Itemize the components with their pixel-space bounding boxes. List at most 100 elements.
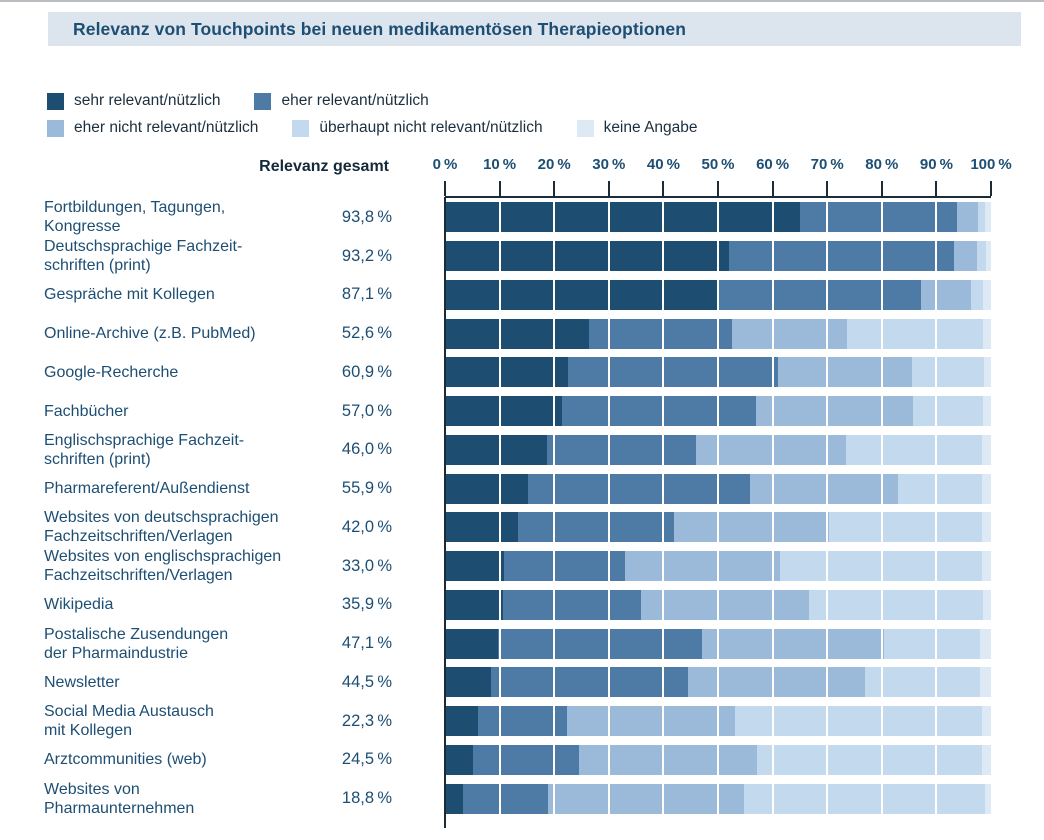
stacked-bar xyxy=(445,241,991,272)
gridline xyxy=(935,473,938,504)
bar-segment xyxy=(445,396,563,427)
gridline xyxy=(880,434,883,465)
gridline xyxy=(826,434,829,465)
gridline xyxy=(717,396,719,427)
gridline xyxy=(771,783,774,814)
gridline xyxy=(662,783,665,814)
chart-legend: sehr relevant/nützlich eher relevant/nütz… xyxy=(47,90,698,144)
category-label: Deutschsprachige Fachzeit- schriften (pr… xyxy=(44,238,243,275)
gridline xyxy=(717,241,719,272)
gridline xyxy=(935,628,938,659)
bar-segment xyxy=(445,551,504,582)
category-label: Websites von englischsprachigen Fachzeit… xyxy=(44,548,282,585)
gridline xyxy=(498,396,501,427)
gridline xyxy=(553,202,556,233)
gridline xyxy=(553,628,556,659)
table-row: Online-Archive (z.B. PubMed) 52,6 % xyxy=(44,314,1036,353)
relevanz-gesamt-value: 18,8 % xyxy=(341,789,392,808)
x-axis-tick-label: 30 % xyxy=(592,156,626,173)
category-label: Wikipedia xyxy=(44,596,114,614)
bar-segment xyxy=(982,318,991,349)
legend-item: überhaupt nicht relevant/nützlich xyxy=(292,119,543,137)
title-band: Relevanz von Touchpoints bei neuen medik… xyxy=(48,12,1021,46)
bar-segment xyxy=(445,628,498,659)
gridline xyxy=(717,744,719,775)
page-title: Relevanz von Touchpoints bei neuen medik… xyxy=(73,18,687,39)
legend-item: eher nicht relevant/nützlich xyxy=(47,119,258,137)
bar-segment xyxy=(980,667,991,698)
stacked-bar xyxy=(445,706,991,737)
bar-segment xyxy=(982,279,991,310)
category-label: Englischsprachige Fachzeit- schriften (p… xyxy=(44,431,245,468)
gridline xyxy=(553,357,556,388)
gridline xyxy=(880,589,883,620)
gridline xyxy=(771,396,774,427)
gridline xyxy=(771,667,774,698)
gridline xyxy=(880,667,883,698)
gridline xyxy=(717,706,719,737)
gridline xyxy=(826,706,829,737)
gridline xyxy=(607,706,610,737)
table-row: Pharmareferent/Außendienst 55,9 % xyxy=(44,469,1036,508)
x-axis-tick xyxy=(662,181,665,196)
gridline xyxy=(717,628,719,659)
bar-rows: Fortbildungen, Tagungen, Kongresse 93,8 %… xyxy=(44,198,1036,818)
gridline xyxy=(935,589,938,620)
bar-segment xyxy=(911,357,985,388)
relevanz-gesamt-value: 47,1 % xyxy=(341,634,392,653)
gridline xyxy=(607,628,610,659)
gridline xyxy=(935,357,938,388)
bar-segment xyxy=(883,628,980,659)
bar-segment xyxy=(445,589,503,620)
gridline xyxy=(880,279,883,310)
gridline xyxy=(498,512,501,543)
category-label: Arztcommunities (web) xyxy=(44,751,207,769)
gridline xyxy=(717,434,719,465)
table-row: Social Media Austausch mit Kollegen 22,3 … xyxy=(44,702,1036,741)
x-axis-tick xyxy=(771,181,774,196)
bar-segment xyxy=(756,396,913,427)
x-axis-tick xyxy=(826,181,829,196)
bar-segment xyxy=(445,318,589,349)
gridline xyxy=(935,396,938,427)
x-axis-ruler-row xyxy=(44,176,1036,198)
bar-segment xyxy=(578,744,757,775)
gridline xyxy=(498,357,501,388)
gridline xyxy=(498,318,501,349)
x-axis-tick-labels: 0 % 10 % 20 % 30 % 40 % 50 % 60 % 70 % 80 % 90 % 1… xyxy=(433,150,1012,176)
gridline xyxy=(880,318,883,349)
legend-item: sehr relevant/nützlich xyxy=(47,92,220,110)
relevanz-gesamt-value: 24,5 % xyxy=(341,750,392,769)
bar-segment xyxy=(566,706,736,737)
table-row: Fortbildungen, Tagungen, Kongresse 93,8 % xyxy=(44,198,1036,237)
x-axis-tick-label: 20 % xyxy=(537,156,571,173)
gridline xyxy=(771,241,774,272)
gridline xyxy=(935,279,938,310)
bar-segment xyxy=(756,744,983,775)
table-row: Google-Recherche 60,9 % xyxy=(44,353,1036,392)
gridline xyxy=(553,279,556,310)
relevanz-gesamt-value: 57,0 % xyxy=(341,401,392,420)
bar-segment xyxy=(779,551,982,582)
bar-segment xyxy=(445,512,519,543)
x-axis-tick-label: 60 % xyxy=(756,156,790,173)
category-label: Newsletter xyxy=(44,673,120,691)
legend-swatch-icon xyxy=(47,119,64,137)
bar-segment xyxy=(808,589,984,620)
bar-segment xyxy=(982,434,991,465)
bar-segment xyxy=(445,279,718,310)
gridline xyxy=(662,357,665,388)
table-row: Arztcommunities (web) 24,5 % xyxy=(44,741,1036,780)
x-axis-ruler xyxy=(444,176,992,198)
gridline xyxy=(607,202,610,233)
bar-segment xyxy=(547,434,697,465)
legend-label: keine Angabe xyxy=(603,119,698,136)
stacked-bar xyxy=(445,396,991,427)
table-row: Gespräche mit Kollegen 87,1 % xyxy=(44,276,1036,315)
bar-segment xyxy=(445,473,528,504)
stacked-bar xyxy=(445,551,991,582)
gridline xyxy=(607,434,610,465)
bar-segment xyxy=(472,744,579,775)
bar-segment xyxy=(979,628,991,659)
gridline xyxy=(880,202,883,233)
